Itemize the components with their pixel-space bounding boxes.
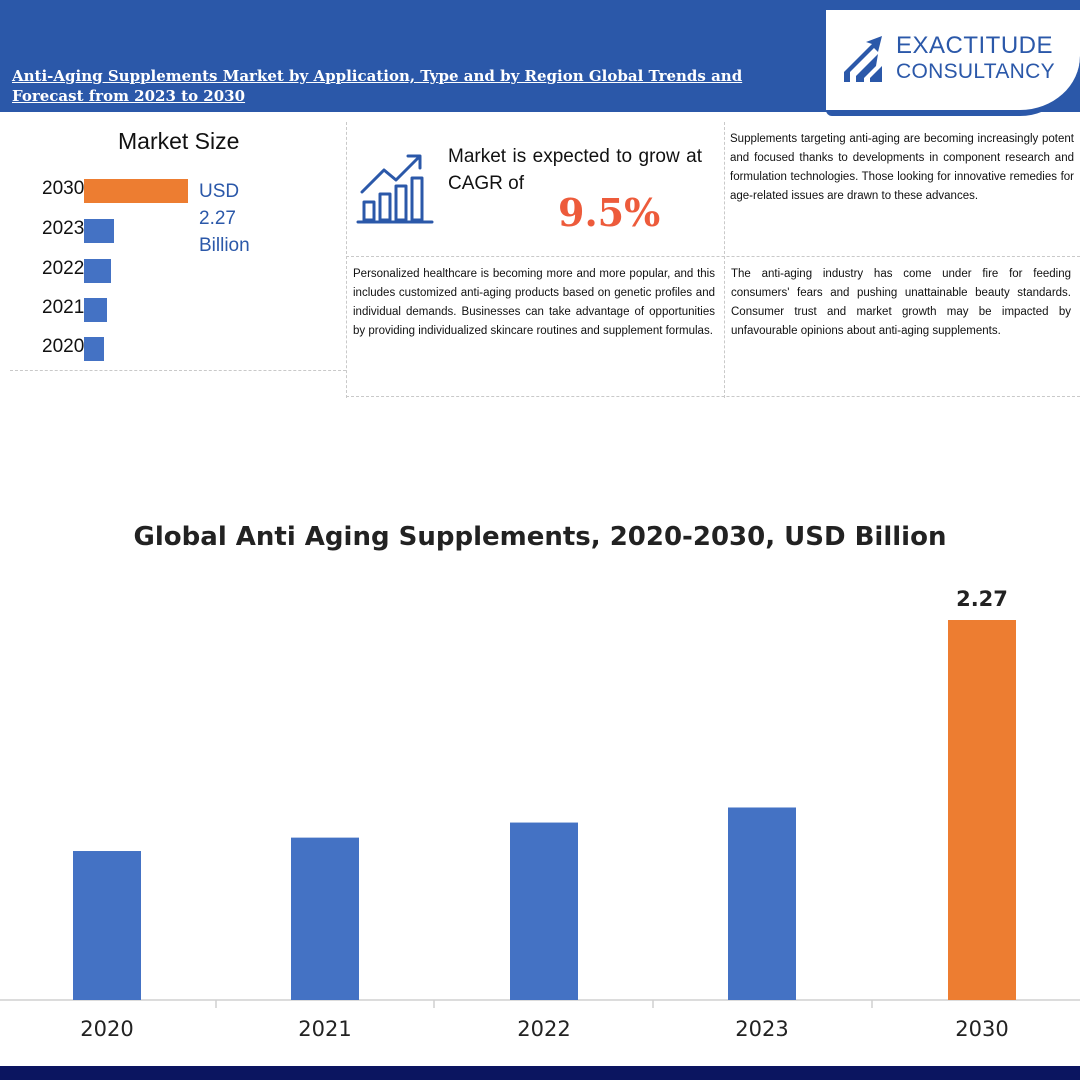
report-title-link[interactable]: Anti-Aging Supplements Market by Applica… (12, 67, 743, 105)
panel-divider (346, 396, 1080, 397)
company-logo: EXACTITUDE CONSULTANCY (826, 10, 1080, 116)
chart-title: Global Anti Aging Supplements, 2020-2030… (133, 522, 947, 552)
market-size-value: USD 2.27 Billion (199, 181, 250, 256)
cagr-value: 9.5% (558, 190, 661, 235)
logo-text-line2: CONSULTANCY (896, 60, 1055, 83)
market-size-bar (84, 219, 114, 243)
logo-arrows-icon (842, 36, 888, 82)
chart-bar-2022 (510, 822, 578, 1000)
insight-paragraph-personalization: Personalized healthcare is becoming more… (353, 268, 715, 337)
growth-chart-icon (356, 154, 434, 224)
cagr-description: Market is expected to grow at CAGR of (448, 146, 702, 194)
logo-text-line1: EXACTITUDE (896, 32, 1054, 59)
bar-chart: 2020 2021 2022 2023 2030 2.27 (0, 587, 1080, 1041)
x-tick-label: 2021 (298, 1017, 351, 1041)
chart-bar-2030 (948, 620, 1016, 1000)
market-size-year: 2021 (42, 297, 85, 318)
panel-divider (346, 122, 347, 398)
market-size-bar (84, 179, 188, 203)
insight-paragraph-criticism: The anti-aging industry has come under f… (731, 268, 1071, 337)
x-tick-label: 2022 (517, 1017, 570, 1041)
market-size-title: Market Size (118, 128, 240, 154)
data-label: 2.27 (956, 587, 1008, 611)
market-size-year: 2023 (42, 218, 85, 239)
header: Anti-Aging Supplements Market by Applica… (0, 0, 1080, 118)
x-tick-label: 2020 (80, 1017, 133, 1041)
panel-divider (724, 122, 725, 398)
footer-band (0, 1066, 1080, 1080)
x-tick-label: 2023 (735, 1017, 788, 1041)
chart-bar-2020 (73, 851, 141, 1000)
market-size-bar (84, 259, 111, 283)
market-size-bar (84, 298, 107, 322)
chart-bar-2023 (728, 807, 796, 1000)
market-size-bar (84, 337, 104, 361)
x-tick-label: 2030 (955, 1017, 1008, 1041)
market-size-year: 2020 (42, 336, 85, 357)
chart-bar-2021 (291, 837, 359, 1000)
market-size-year: 2022 (42, 258, 85, 279)
panel-divider (10, 370, 346, 371)
insight-paragraph-innovation: Supplements targeting anti-aging are bec… (730, 133, 1074, 202)
panel-divider (346, 256, 1080, 257)
market-size-year: 2030 (42, 178, 85, 199)
